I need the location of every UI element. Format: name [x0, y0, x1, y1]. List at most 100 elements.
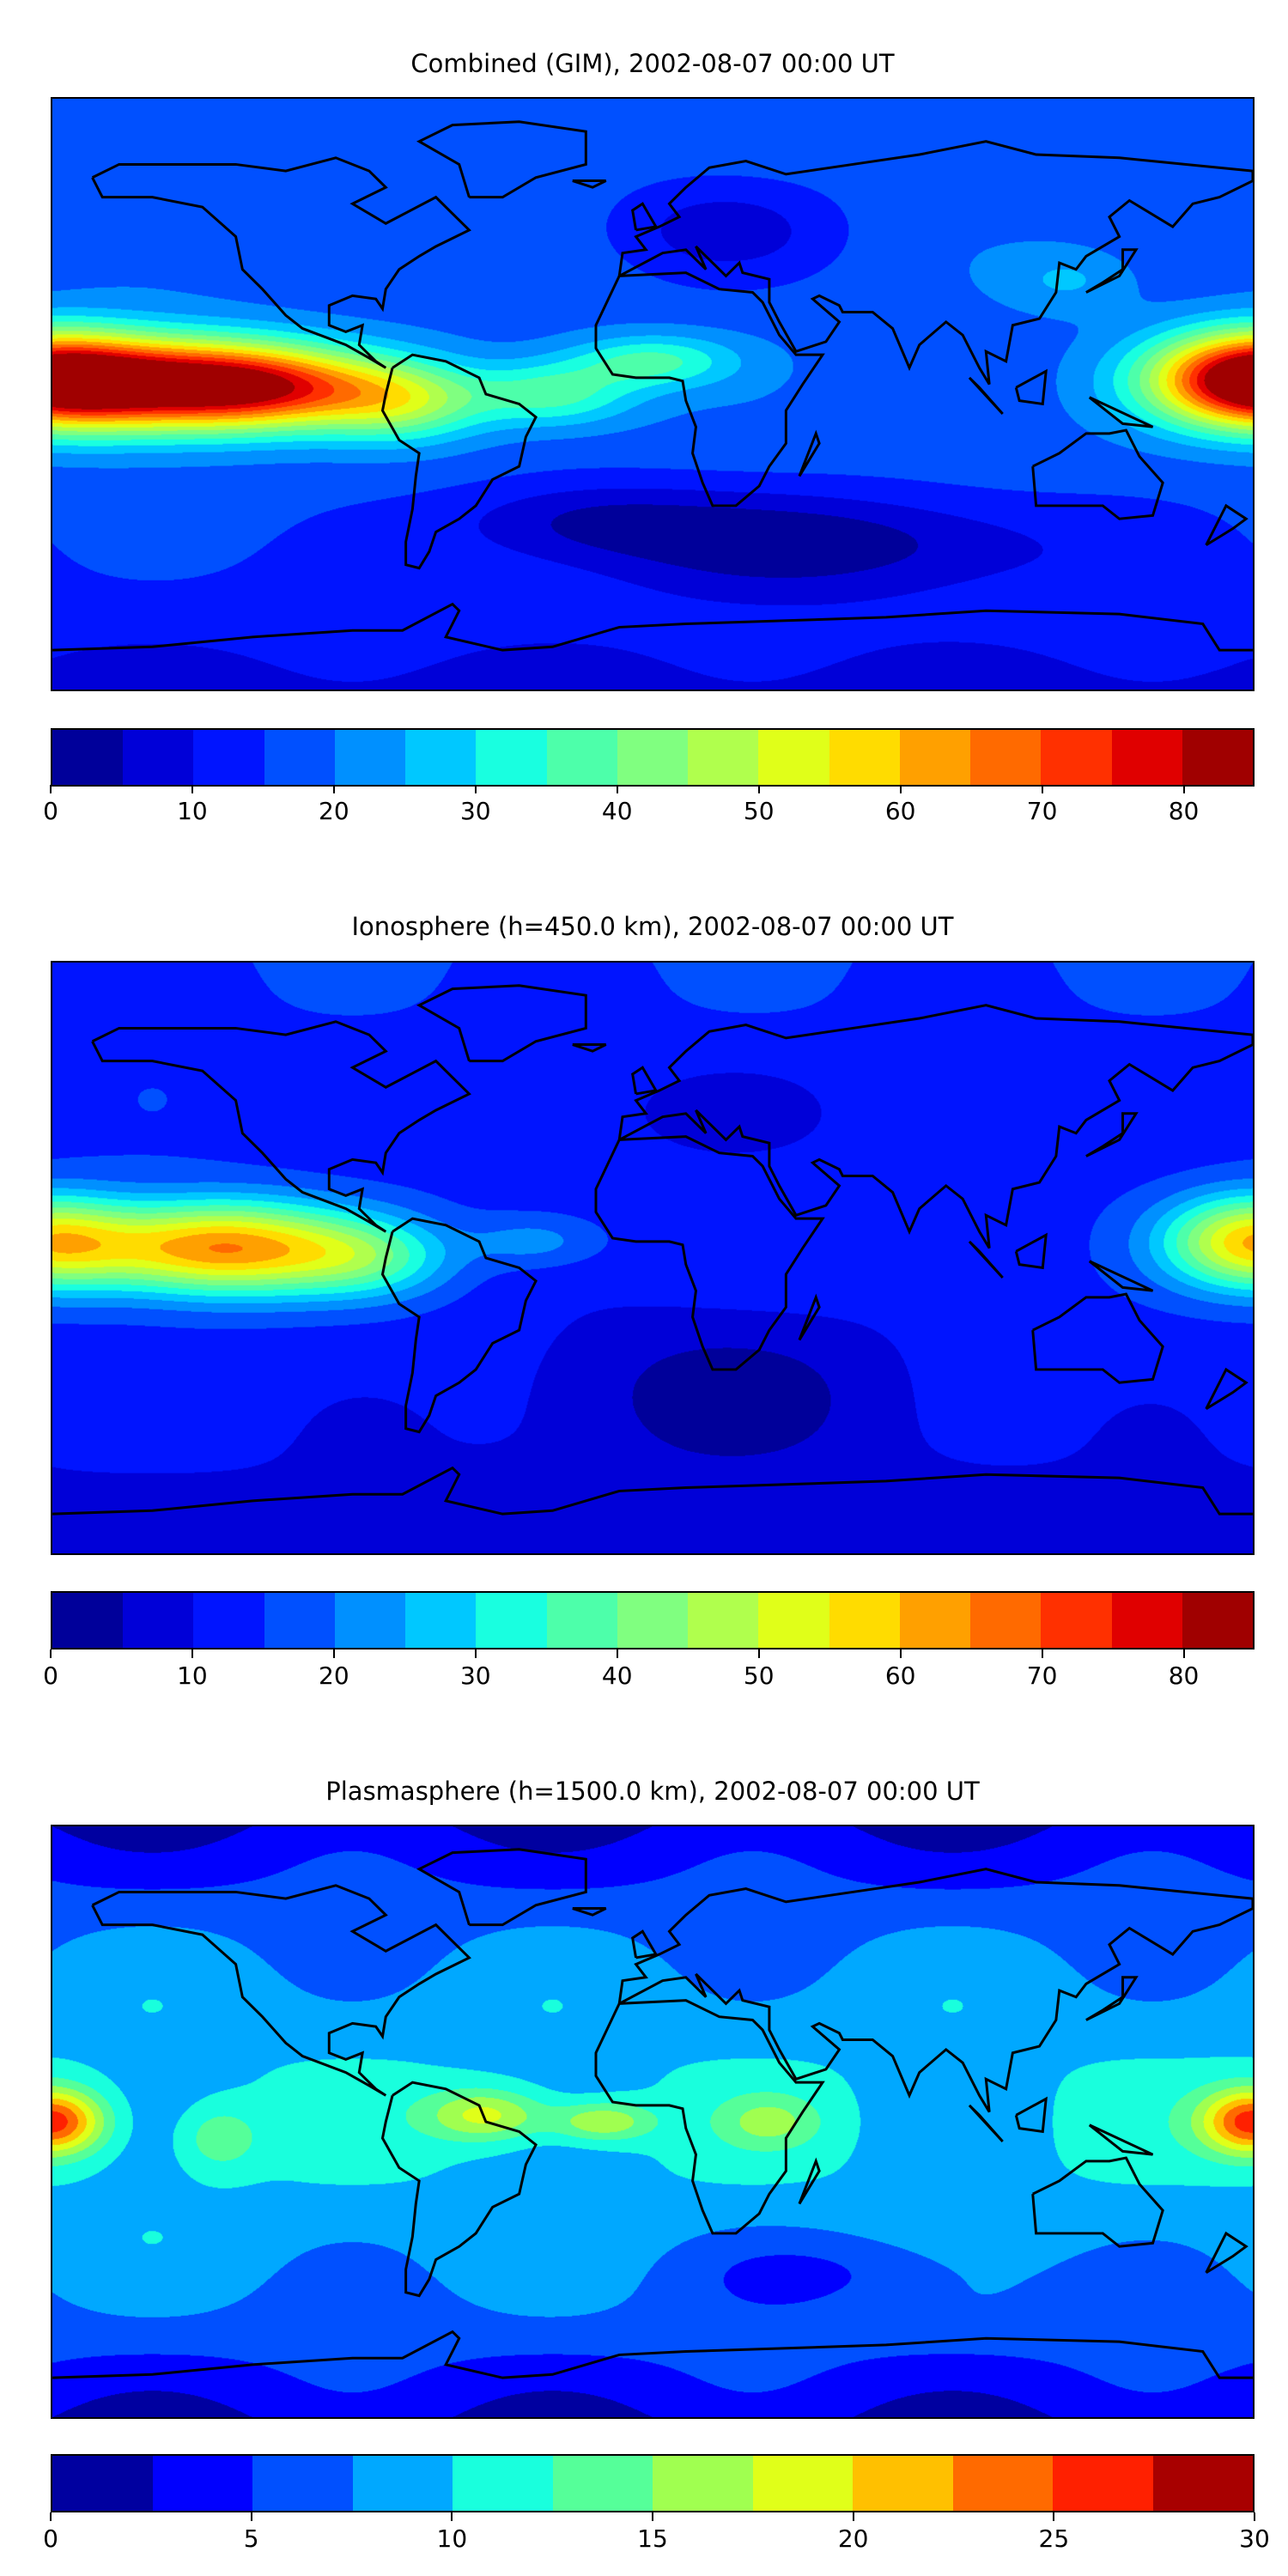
- colorbar-tick-label: 30: [459, 1662, 491, 1690]
- colorbar-segment: [264, 730, 335, 785]
- colorbar-tick-label: 40: [601, 1662, 633, 1690]
- coastline: [631, 1066, 659, 1096]
- coastline: [380, 353, 538, 570]
- colorbar-tick: [191, 785, 193, 793]
- coastline: [1031, 2156, 1164, 2248]
- colorbar-segment: [123, 1593, 194, 1648]
- colorbar-segment: [52, 1593, 124, 1648]
- colorbar-segment: [853, 2456, 953, 2511]
- coastline: [416, 120, 587, 199]
- colorbar-tick: [250, 2512, 252, 2521]
- colorbar-segment: [334, 730, 406, 785]
- coastline: [91, 1020, 471, 1233]
- coastline: [52, 1466, 1253, 1516]
- coastline: [91, 1884, 471, 2097]
- colorbar-segment: [752, 2456, 853, 2511]
- colorbar-tick-label: 80: [1168, 797, 1200, 825]
- colorbar-segment: [405, 730, 477, 785]
- coastline: [1085, 248, 1139, 294]
- colorbar-tick: [332, 785, 335, 793]
- coastline: [1205, 1367, 1249, 1411]
- coastlines: [52, 984, 1253, 1516]
- colorbar-segment: [193, 1593, 264, 1648]
- coastline: [1085, 1112, 1139, 1157]
- colorbar-tick-label: 60: [884, 797, 916, 825]
- colorbar-combined: [51, 728, 1255, 787]
- colorbar-segment: [52, 2456, 153, 2511]
- coastline: [1014, 1232, 1048, 1270]
- coastlines: [52, 1848, 1253, 2379]
- coastline: [1014, 2096, 1048, 2134]
- coastline: [1088, 1260, 1154, 1292]
- colorbar-tick-label: 5: [243, 2524, 259, 2553]
- colorbar-plasmasphere: [51, 2454, 1255, 2512]
- coastline: [968, 376, 1004, 415]
- colorbar-segment: [899, 730, 971, 785]
- coastline: [594, 1135, 825, 1371]
- plot-title: Combined (GIM), 2002-08-07 00:00 UT: [410, 49, 895, 78]
- contour-field: [52, 99, 1253, 690]
- colorbar-tick: [474, 1649, 477, 1658]
- colorbar-segment: [193, 730, 264, 785]
- colorbar-tick: [616, 785, 618, 793]
- colorbar-segment: [688, 730, 759, 785]
- colorbar-segment: [970, 1593, 1042, 1648]
- colorbar-segment: [952, 2456, 1053, 2511]
- colorbar-segment: [617, 730, 689, 785]
- colorbar-tick-label: 70: [1026, 1662, 1058, 1690]
- colorbar-segment: [476, 1593, 547, 1648]
- colorbar-segment: [1053, 2456, 1153, 2511]
- colorbar-segment: [899, 1593, 971, 1648]
- coastline: [1031, 1292, 1164, 1384]
- colorbar-segment: [970, 730, 1042, 785]
- colorbar-tick-label: 0: [43, 797, 58, 825]
- colorbar-segment: [829, 1593, 900, 1648]
- colorbar-segment: [52, 730, 124, 785]
- colorbar-segment: [829, 730, 900, 785]
- colorbar-tick: [899, 785, 902, 793]
- plot-title: Ionosphere (h=450.0 km), 2002-08-07 00:0…: [351, 912, 954, 941]
- coastline: [594, 1999, 825, 2235]
- colorbar-tick-label: 80: [1168, 1662, 1200, 1690]
- coastline: [617, 1868, 1253, 2113]
- contour-field: [52, 1826, 1253, 2417]
- colorbar-tick-label: 0: [43, 2524, 58, 2553]
- colorbar-tick: [1182, 1649, 1185, 1658]
- colorbar-tick: [1041, 1649, 1043, 1658]
- colorbar-segment: [334, 1593, 406, 1648]
- colorbar-tick-label: 25: [1038, 2524, 1070, 2553]
- colorbar-ticks-combined: 0 10 20 30 40 50 60 70 80: [43, 785, 1255, 836]
- colorbar-segment: [352, 2456, 453, 2511]
- colorbar-segment: [552, 2456, 653, 2511]
- colorbar-tick-label: 15: [637, 2524, 668, 2553]
- colorbar-tick-label: 40: [601, 797, 633, 825]
- colorbar-tick: [757, 1649, 760, 1658]
- plot-title: Plasmasphere (h=1500.0 km), 2002-08-07 0…: [325, 1777, 980, 1806]
- coastline: [1205, 2231, 1249, 2275]
- colorbar-tick-label: 50: [743, 797, 775, 825]
- coastline: [798, 429, 821, 477]
- colorbar-tick-label: 20: [837, 2524, 869, 2553]
- colorbar-segment: [617, 1593, 689, 1648]
- coastline: [91, 156, 471, 369]
- colorbar-segment: [688, 1593, 759, 1648]
- colorbar-segment: [453, 2456, 553, 2511]
- colorbar-tick-label: 70: [1026, 797, 1058, 825]
- map-plasmasphere: [51, 1825, 1255, 2419]
- colorbar-segment: [1182, 730, 1253, 785]
- colorbar-segment: [123, 730, 194, 785]
- coastline: [594, 271, 825, 507]
- colorbar-tick-label: 0: [43, 1662, 58, 1690]
- coastline: [1088, 396, 1154, 428]
- colorbar-segment: [1182, 1593, 1253, 1648]
- colorbar-tick: [1254, 2512, 1255, 2521]
- coastline: [1014, 368, 1048, 406]
- colorbar-ionosphere: [51, 1591, 1255, 1649]
- colorbar-tick: [652, 2512, 653, 2521]
- coastline: [798, 2157, 821, 2205]
- colorbar-tick: [852, 2512, 854, 2521]
- colorbar-tick-label: 10: [177, 797, 208, 825]
- colorbar-segment: [476, 730, 547, 785]
- colorbar-segment: [264, 1593, 335, 1648]
- coastline: [572, 1043, 607, 1053]
